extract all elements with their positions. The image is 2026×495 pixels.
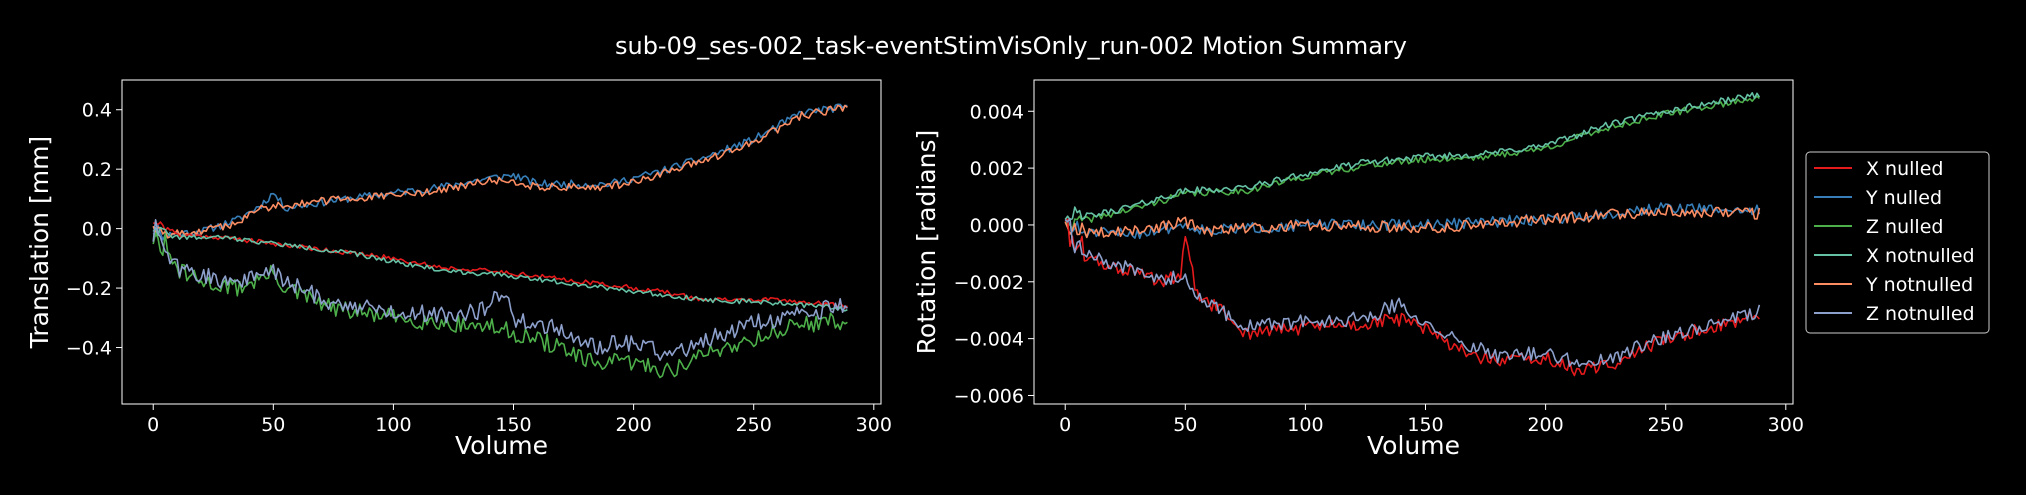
translation-axes-frame	[121, 79, 882, 405]
y-tick-label: 0.004	[970, 101, 1024, 123]
y-tick-label: 0.000	[970, 215, 1024, 237]
x-tick-label: 150	[495, 414, 531, 436]
y-tick-label: −0.002	[954, 272, 1024, 294]
series-line-x-notnulled	[1064, 92, 1761, 221]
rotation-y-label: Rotation [radians]	[912, 130, 941, 355]
y-tick-label: −0.2	[66, 278, 112, 300]
translation-x-label: Volume	[455, 431, 548, 460]
translation-lines	[152, 103, 848, 379]
y-tick-label: 0.2	[82, 159, 112, 181]
series-line-y-notnulled	[1064, 204, 1761, 239]
series-line-z-notnulled	[152, 219, 848, 361]
x-tick-label: 200	[615, 414, 651, 436]
x-tick-label: 200	[1527, 414, 1563, 436]
translation-y-ticks: −0.4 −0.2 0.0 0.2 0.4	[66, 100, 122, 360]
x-tick-label: 250	[1648, 414, 1684, 436]
rotation-y-ticks: −0.006 −0.004 −0.002 0.000 0.002 0.004	[954, 101, 1034, 407]
series-line-z-notnulled	[1064, 217, 1761, 368]
y-tick-label: −0.006	[954, 385, 1024, 407]
legend-label: Y notnulled	[1865, 274, 1973, 296]
x-tick-label: 50	[261, 414, 285, 436]
x-tick-label: 0	[147, 414, 159, 436]
rotation-x-ticks: 0 50 100 150 200 250 300	[1059, 404, 1804, 436]
series-line-x-notnulled	[152, 226, 848, 312]
x-tick-label: 100	[375, 414, 411, 436]
legend-label: Z nulled	[1866, 216, 1943, 238]
legend-label: X nulled	[1866, 158, 1943, 180]
series-line-z-nulled	[152, 232, 848, 379]
legend-label: X notnulled	[1866, 245, 1975, 267]
x-tick-label: 0	[1059, 414, 1071, 436]
y-tick-label: 0.4	[82, 100, 112, 122]
x-tick-label: 100	[1287, 414, 1323, 436]
x-tick-label: 250	[736, 414, 772, 436]
rotation-lines	[1064, 92, 1761, 377]
figure-title: sub-09_ses-002_task-eventStimVisOnly_run…	[615, 32, 1407, 60]
x-tick-label: 300	[1768, 414, 1804, 436]
y-tick-label: 0.002	[970, 158, 1024, 180]
y-tick-label: −0.4	[66, 338, 112, 360]
translation-panel: 0 50 100 150 200 250 300 −0.4 −0.2 0.0 0.2 0.4 Vol…	[25, 79, 892, 460]
legend-label: Y nulled	[1865, 187, 1942, 209]
translation-y-label: Translation [mm]	[25, 136, 54, 349]
rotation-panel: 0 50 100 150 200 250 300 −0.006 −0.004 −0.002 0.0…	[912, 79, 1804, 460]
x-tick-label: 150	[1407, 414, 1443, 436]
translation-x-ticks: 0 50 100 150 200 250 300	[147, 404, 892, 436]
y-tick-label: 0.0	[82, 219, 112, 241]
x-tick-label: 300	[856, 414, 892, 436]
series-line-y-notnulled	[152, 104, 848, 239]
x-tick-label: 50	[1173, 414, 1197, 436]
rotation-x-label: Volume	[1367, 431, 1460, 460]
legend-label: Z notnulled	[1866, 303, 1975, 325]
legend: X nulled Y nulled Z nulled X notnulled Y not…	[1805, 151, 1990, 334]
rotation-axes-frame	[1033, 79, 1794, 405]
y-tick-label: −0.004	[954, 329, 1024, 351]
